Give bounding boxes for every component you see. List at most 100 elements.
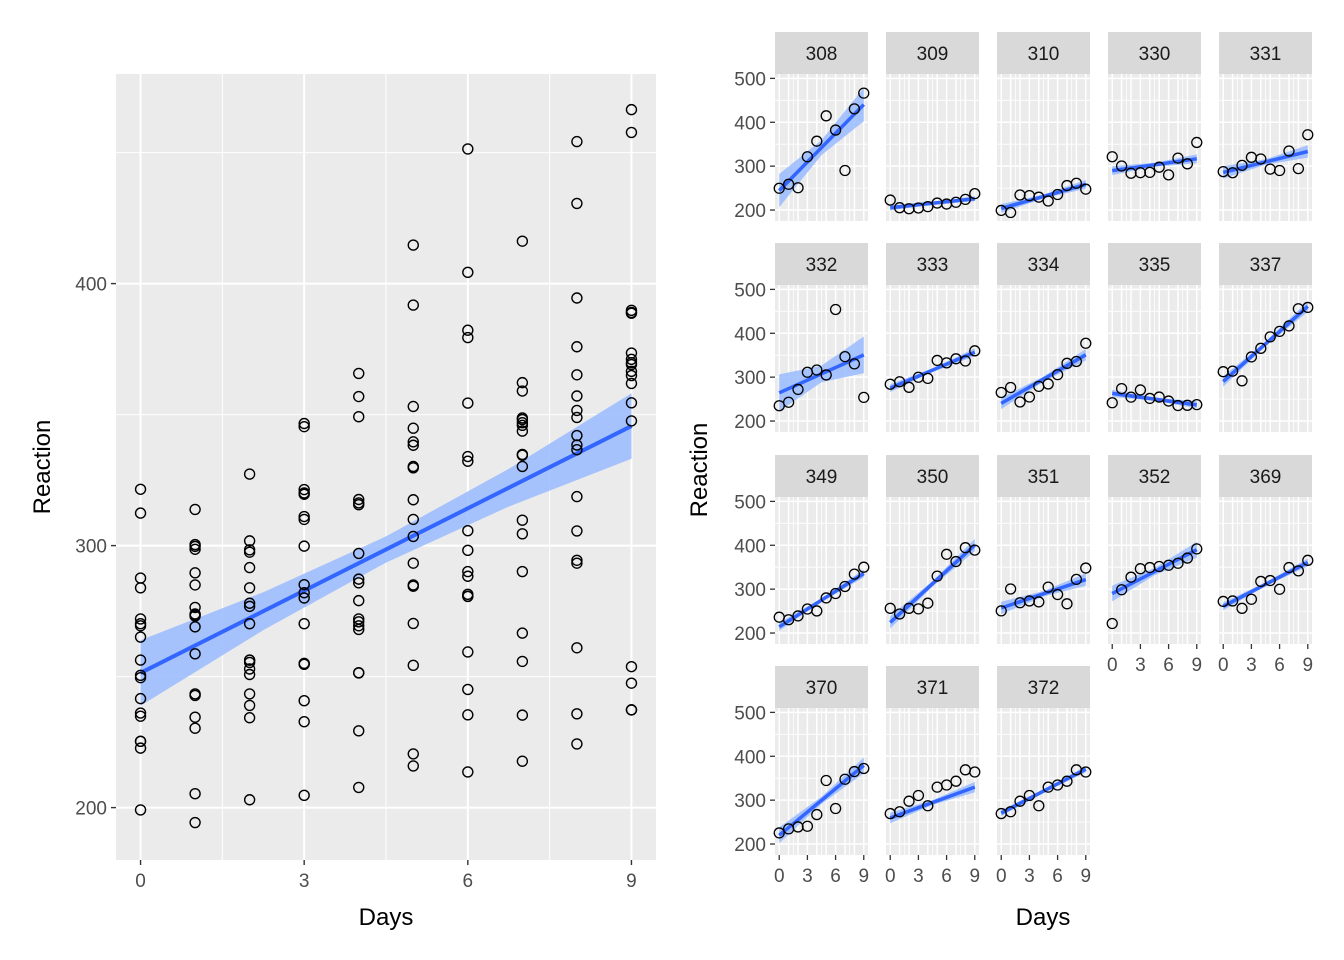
facet-strip-label: 308 bbox=[806, 44, 838, 65]
facet-data-point bbox=[893, 376, 906, 388]
facet-data-point bbox=[858, 561, 870, 573]
data-point bbox=[407, 748, 419, 760]
facet-data-point bbox=[922, 800, 934, 812]
facet-data-point bbox=[1191, 543, 1203, 555]
facet-y-tick-label: 300 bbox=[734, 157, 766, 178]
facet-data-point bbox=[801, 151, 814, 163]
data-point bbox=[516, 419, 529, 432]
facet-y-tick-label: 400 bbox=[734, 324, 766, 345]
data-point bbox=[353, 613, 365, 625]
data-point bbox=[625, 660, 638, 673]
facet-data-point bbox=[1236, 375, 1248, 387]
facet-y-axis-title: Reaction bbox=[686, 423, 713, 518]
facet-data-point bbox=[1273, 164, 1286, 177]
facet-data-point bbox=[1302, 129, 1314, 141]
data-point bbox=[243, 688, 256, 700]
data-point bbox=[134, 742, 147, 754]
data-point bbox=[189, 722, 201, 734]
facet-data-point bbox=[931, 570, 943, 582]
trend-line bbox=[139, 424, 633, 675]
facet-strip bbox=[1219, 455, 1312, 497]
data-point bbox=[407, 557, 419, 569]
facet-data-point bbox=[1191, 399, 1203, 411]
facet-strip bbox=[775, 455, 868, 497]
facet-strip-label: 371 bbox=[917, 678, 949, 699]
data-point bbox=[353, 594, 365, 607]
data-point bbox=[298, 617, 310, 630]
data-point bbox=[407, 460, 419, 473]
facet-data-point bbox=[1061, 775, 1073, 787]
data-point bbox=[462, 455, 474, 467]
data-point bbox=[407, 299, 419, 311]
data-point bbox=[298, 578, 310, 591]
facet-data-point bbox=[829, 124, 842, 136]
data-point bbox=[243, 654, 256, 666]
data-point bbox=[134, 692, 147, 705]
data-point bbox=[516, 425, 529, 437]
facet-data-point bbox=[1273, 325, 1286, 338]
facet-data-point bbox=[1061, 598, 1073, 610]
data-point bbox=[516, 709, 529, 721]
data-point bbox=[625, 369, 638, 382]
facet-data-point bbox=[1264, 574, 1276, 587]
facet-data-point bbox=[1162, 395, 1175, 407]
data-point bbox=[462, 590, 474, 602]
data-point bbox=[462, 544, 474, 557]
facet-data-point bbox=[1144, 166, 1156, 179]
facet-data-point bbox=[1115, 382, 1128, 395]
facet-data-point bbox=[1236, 602, 1248, 614]
data-point bbox=[625, 103, 638, 116]
facet-data-point bbox=[801, 820, 814, 832]
facet-x-tick-label: 3 bbox=[1024, 866, 1035, 887]
facet-data-point bbox=[1042, 378, 1054, 390]
data-point bbox=[462, 331, 474, 344]
data-point bbox=[571, 404, 583, 417]
facet-data-point bbox=[1226, 595, 1239, 607]
facet-data-point bbox=[811, 364, 823, 376]
data-point bbox=[134, 707, 147, 719]
data-point bbox=[516, 514, 529, 526]
facet-strip-label: 331 bbox=[1250, 44, 1282, 65]
facet-x-tick-label: 6 bbox=[941, 866, 952, 887]
facet-data-point bbox=[839, 351, 851, 363]
facet-x-tick-label: 9 bbox=[969, 866, 980, 887]
facet-data-point bbox=[950, 775, 962, 787]
facet-strip-label: 337 bbox=[1250, 255, 1282, 276]
facet-x-tick-label: 3 bbox=[1246, 655, 1257, 676]
facet-data-point bbox=[782, 396, 795, 408]
facet-y-tick-label: 200 bbox=[734, 201, 766, 222]
data-point bbox=[134, 654, 147, 666]
data-point bbox=[571, 557, 583, 569]
data-point bbox=[134, 735, 147, 748]
x-tick-label: 9 bbox=[626, 871, 637, 892]
facet-data-point bbox=[1014, 795, 1026, 807]
facet-data-point bbox=[1245, 593, 1258, 605]
facet-data-point bbox=[922, 597, 934, 609]
data-point bbox=[571, 135, 583, 148]
data-point bbox=[516, 755, 529, 767]
data-point bbox=[189, 610, 201, 622]
data-point bbox=[516, 235, 529, 247]
facet-data-point bbox=[1004, 806, 1017, 818]
data-point bbox=[407, 422, 419, 434]
data-point bbox=[353, 499, 365, 511]
facet-data-point bbox=[959, 193, 972, 206]
data-point bbox=[243, 535, 256, 547]
facet-data-point bbox=[1070, 355, 1083, 368]
facet-data-point bbox=[903, 381, 915, 393]
facet-data-point bbox=[1264, 331, 1276, 343]
facet-data-point bbox=[1302, 554, 1314, 566]
facet-data-point bbox=[912, 789, 925, 802]
x-tick-label: 0 bbox=[135, 871, 146, 892]
y-tick-label: 300 bbox=[75, 537, 107, 558]
facet-data-point bbox=[820, 369, 832, 381]
facet-data-point bbox=[1226, 365, 1239, 377]
facet-data-point bbox=[1115, 584, 1128, 596]
data-point bbox=[189, 601, 201, 614]
facet-data-point bbox=[959, 355, 972, 367]
facet-data-point bbox=[1106, 617, 1118, 630]
data-point bbox=[243, 794, 256, 806]
facet-strip-label: 334 bbox=[1028, 255, 1060, 276]
data-point bbox=[298, 592, 310, 604]
